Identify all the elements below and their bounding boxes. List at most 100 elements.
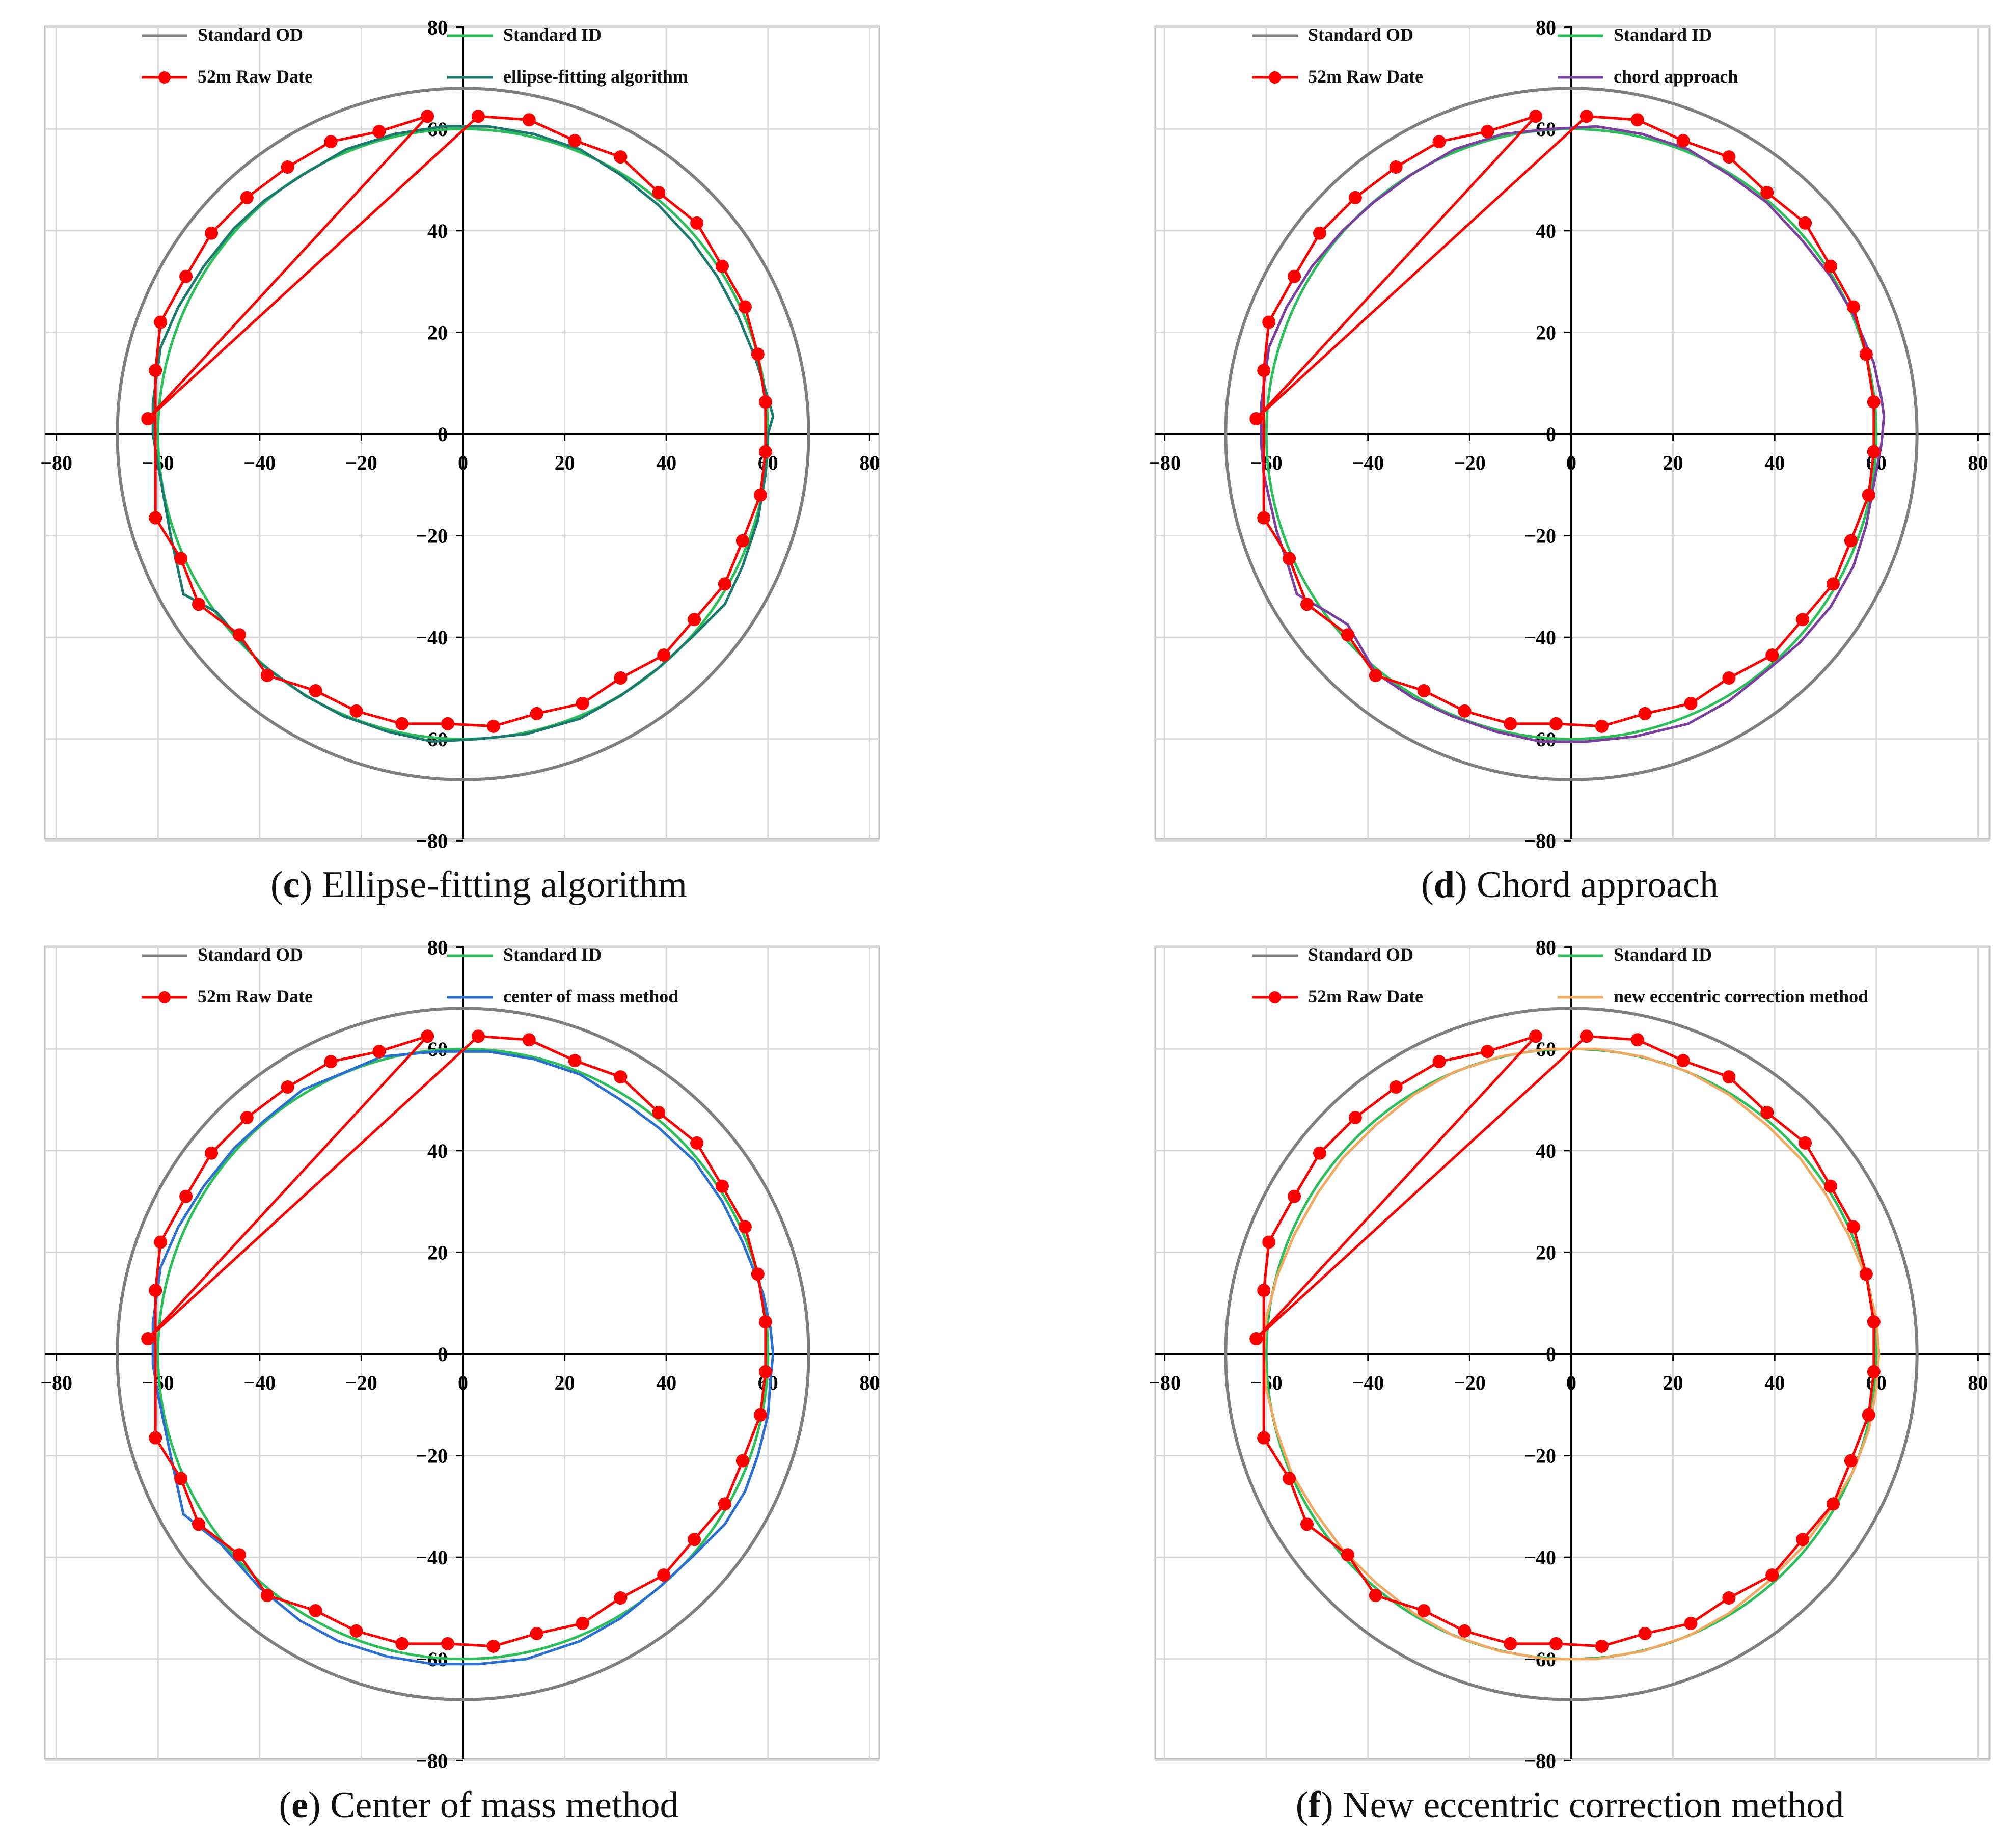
y-tick-label: −20: [416, 525, 448, 548]
raw-data-point: [1417, 684, 1431, 697]
raw-data-point: [1348, 1110, 1362, 1124]
raw-data-point: [1826, 577, 1840, 591]
raw-data-point: [471, 110, 485, 123]
raw-data-point: [154, 315, 168, 329]
standard-od-circle: [116, 87, 810, 781]
y-tick-label: 0: [438, 1343, 448, 1366]
raw-data-point: [758, 1315, 772, 1329]
x-tick-label: 40: [1764, 1371, 1785, 1394]
legend-label: center of mass method: [503, 986, 678, 1007]
raw-data-point: [1722, 1591, 1736, 1605]
x-tick-label: 20: [1663, 451, 1683, 474]
raw-data-point: [1579, 1029, 1593, 1043]
legend-label: Standard OD: [198, 944, 303, 965]
legend-label: Standard OD: [198, 24, 303, 45]
raw-data-point: [1262, 315, 1276, 329]
y-tick-label: −40: [416, 626, 448, 649]
raw-data-point: [1257, 364, 1271, 377]
raw-data-point: [1257, 511, 1271, 525]
raw-data-point: [1432, 1055, 1446, 1069]
y-tick-label: −40: [1524, 626, 1556, 649]
legend-label: Standard ID: [1614, 24, 1712, 45]
x-tick-label: 80: [1968, 451, 1988, 474]
raw-data-point: [471, 1029, 485, 1043]
method-series-line: [151, 125, 775, 743]
raw-data-point: [1862, 1408, 1875, 1422]
raw-data-point: [1481, 125, 1494, 139]
legend-label: 52m Raw Date: [198, 986, 313, 1007]
caption-c-text: Ellipse-fitting algorithm: [312, 864, 687, 906]
caption-f-text: New eccentric correction method: [1333, 1784, 1844, 1826]
standard-od-circle: [1224, 1007, 1919, 1701]
raw-data-point: [1846, 300, 1860, 314]
x-tick-label: 40: [1764, 451, 1785, 474]
y-tick-label: 0: [1546, 423, 1556, 446]
raw-data-point: [441, 1637, 455, 1650]
raw-data-point: [1638, 1626, 1652, 1640]
raw-data-point: [1676, 134, 1690, 148]
y-tick-label: 20: [1536, 1241, 1556, 1264]
raw-data-point: [179, 269, 193, 283]
raw-data-point: [657, 648, 671, 662]
raw-data-point: [372, 125, 386, 139]
raw-data-point: [652, 1105, 666, 1119]
raw-data-point: [715, 259, 729, 273]
raw-data-point: [154, 1235, 168, 1249]
raw-data-point: [395, 1637, 409, 1650]
y-tick-label: 0: [438, 423, 448, 446]
raw-data-point: [1389, 160, 1403, 174]
raw-data-point: [324, 1055, 338, 1069]
raw-data-point: [141, 412, 155, 426]
raw-data-point: [1799, 1136, 1812, 1150]
raw-data-point: [657, 1568, 671, 1582]
raw-data-point: [690, 1136, 704, 1150]
raw-data-point: [522, 113, 536, 127]
raw-data-point: [1481, 1045, 1494, 1059]
x-tick-label: −40: [243, 1371, 276, 1394]
x-tick-label: 80: [1968, 1371, 1988, 1394]
caption-e-letter: e: [291, 1784, 308, 1826]
raw-data-point: [1341, 628, 1354, 642]
raw-data-point: [1549, 1637, 1563, 1650]
raw-data-point: [690, 216, 704, 230]
raw-data-point: [1765, 1568, 1779, 1582]
legend-marker: [1269, 71, 1281, 84]
raw-data-point: [1638, 707, 1652, 720]
y-tick-label: −40: [416, 1546, 448, 1569]
raw-data-point: [1348, 191, 1362, 204]
x-tick-label: 80: [859, 1371, 880, 1394]
raw-data-point: [1417, 1604, 1431, 1617]
y-tick-label: 20: [1536, 321, 1556, 344]
raw-data-point: [1684, 696, 1698, 710]
raw-data-point: [232, 1548, 246, 1562]
raw-data-point: [395, 717, 409, 730]
x-tick-label: −20: [345, 1371, 377, 1394]
raw-data-point: [1341, 1548, 1354, 1562]
raw-data-point: [568, 134, 582, 148]
raw-data-point: [735, 1454, 749, 1468]
x-tick-label: −20: [1454, 1371, 1486, 1394]
x-tick-label: 0: [1566, 1371, 1576, 1394]
x-tick-label: 40: [656, 451, 676, 474]
raw-data-point: [1257, 1431, 1271, 1445]
x-tick-label: −80: [1149, 451, 1181, 474]
raw-data-point: [1595, 719, 1609, 733]
raw-data-point: [1826, 1497, 1840, 1511]
raw-data-point: [1844, 534, 1858, 548]
legend-label: 52m Raw Date: [198, 66, 313, 87]
y-tick-label: −20: [1524, 525, 1556, 548]
raw-data-point: [1262, 1235, 1276, 1249]
raw-data-point: [1504, 717, 1517, 730]
raw-data-point: [1862, 488, 1875, 502]
raw-data-point: [1684, 1616, 1698, 1630]
raw-data-point: [718, 577, 731, 591]
y-tick-label: 80: [1536, 16, 1556, 39]
raw-data-point: [1300, 1517, 1314, 1531]
standard-od-circle: [116, 1007, 810, 1701]
raw-data-point: [149, 1431, 162, 1445]
raw-data-point: [688, 613, 701, 627]
raw-data-point: [522, 1033, 536, 1047]
raw-data-point: [1846, 1220, 1860, 1234]
raw-data-point: [753, 488, 767, 502]
raw-data-point: [614, 671, 628, 685]
